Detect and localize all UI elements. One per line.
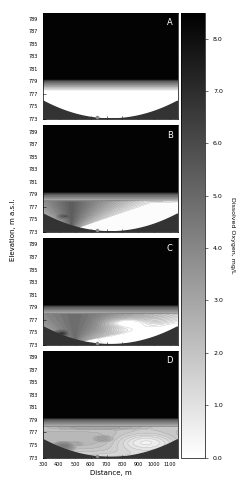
Text: Elevation, m a.s.l.: Elevation, m a.s.l.: [10, 198, 16, 262]
Text: A: A: [167, 18, 172, 27]
Polygon shape: [43, 214, 178, 232]
Text: D: D: [166, 356, 172, 366]
X-axis label: Distance, m: Distance, m: [90, 470, 131, 476]
Polygon shape: [43, 440, 178, 458]
Text: B: B: [167, 130, 172, 140]
Y-axis label: Dissolved Oxygen, mg/L: Dissolved Oxygen, mg/L: [231, 197, 235, 274]
Polygon shape: [43, 102, 178, 119]
Text: C: C: [167, 244, 172, 252]
Polygon shape: [43, 327, 178, 344]
